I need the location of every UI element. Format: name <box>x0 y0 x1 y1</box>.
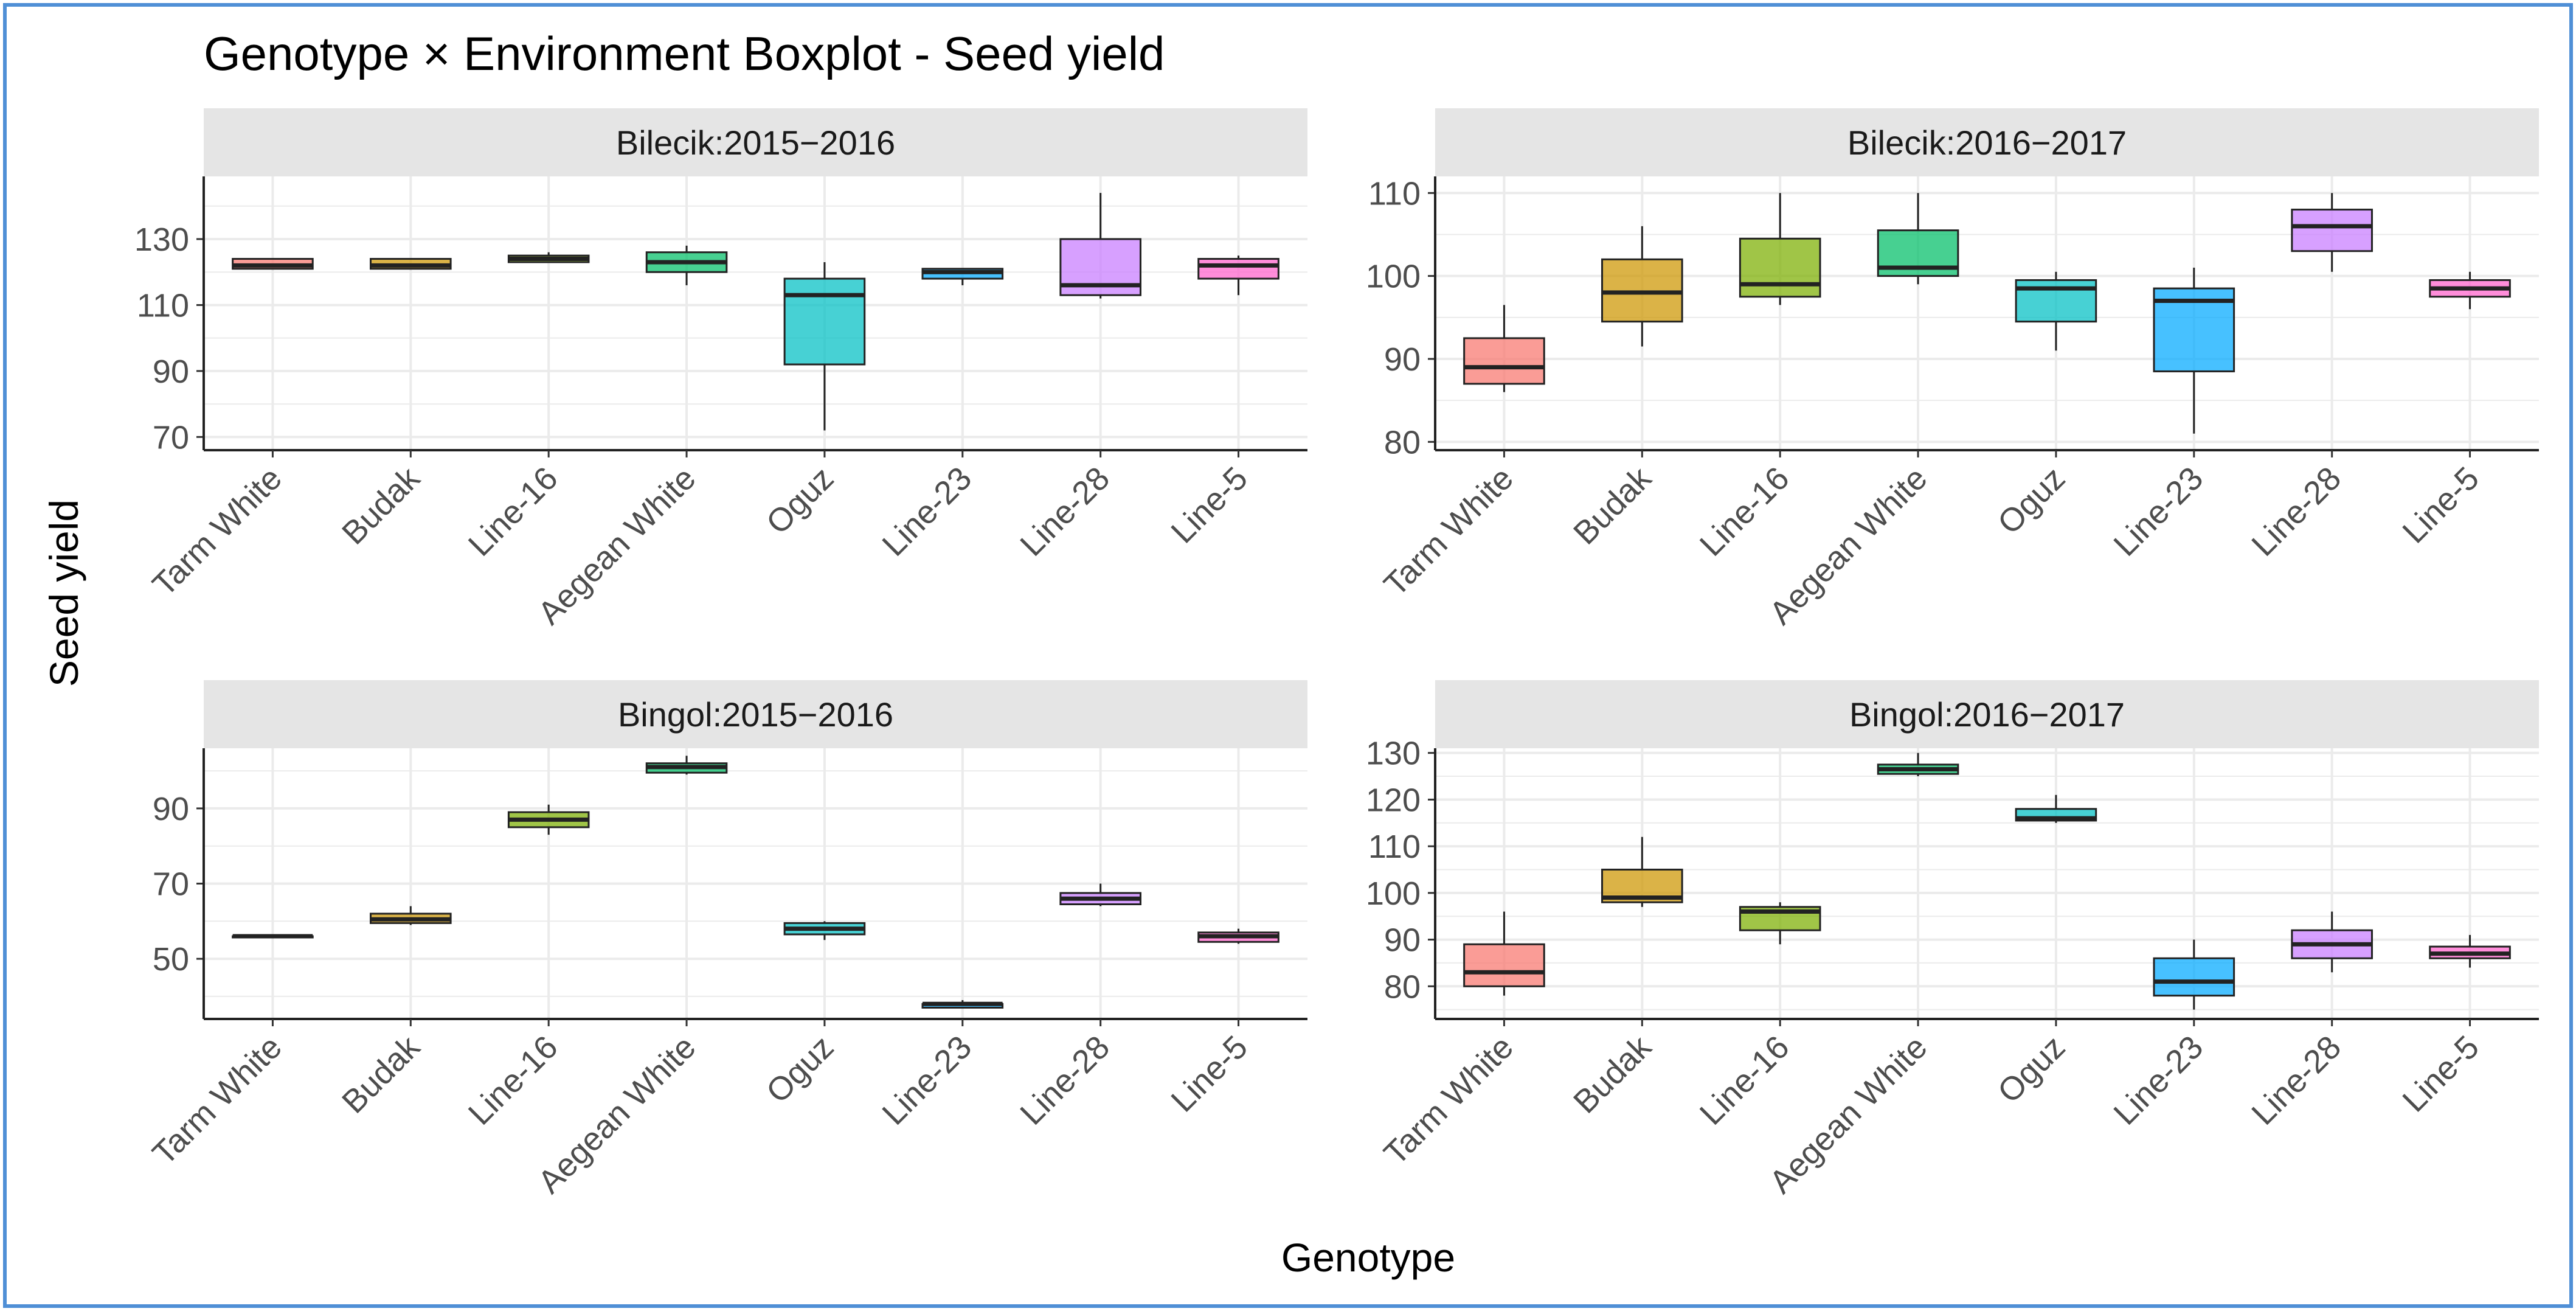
figure-frame <box>3 3 2573 1308</box>
facet-strip-label: Bilecik:2015−2016 <box>616 123 895 162</box>
y-tick-label: 70 <box>153 866 189 903</box>
y-tick-label: 50 <box>153 941 189 978</box>
facet-strip <box>1435 680 2539 748</box>
box-tarm-white <box>232 258 314 270</box>
box-body <box>1463 943 1545 987</box>
y-tick-label: 80 <box>1384 968 1421 1005</box>
y-tick-label: 130 <box>134 221 189 258</box>
y-tick-label: 90 <box>1384 922 1421 959</box>
box-tarm-white <box>1463 305 1545 392</box>
box-line-16 <box>1739 193 1821 305</box>
facet-strip-label: Bingol:2015−2016 <box>618 695 893 734</box>
box-line-5 <box>1197 928 1279 944</box>
box-body <box>1739 237 1821 298</box>
y-tick-label: 130 <box>1366 735 1421 772</box>
figure-title: Genotype × Environment Boxplot - Seed yi… <box>204 27 1165 80</box>
box-line-16 <box>507 252 590 263</box>
box-aegean-white <box>1877 193 1959 285</box>
box-line-16 <box>1739 902 1821 945</box>
box-body <box>1197 258 1279 280</box>
box-line-5 <box>2429 271 2511 310</box>
box-line-16 <box>507 804 590 835</box>
box-body <box>783 277 866 366</box>
y-tick-label: 90 <box>153 791 189 827</box>
box-line-28 <box>1059 883 1141 906</box>
box-line-23 <box>921 1000 1004 1009</box>
box-line-23 <box>921 268 1004 285</box>
box-body <box>2291 209 2373 252</box>
y-tick-label: 90 <box>153 353 189 390</box>
box-tarm-white <box>1463 911 1545 996</box>
y-tick-label: 120 <box>1366 782 1421 818</box>
box-budak <box>1601 836 1683 907</box>
box-oguz <box>2015 794 2097 823</box>
y-tick-label: 110 <box>137 287 189 324</box>
box-aegean-white <box>1877 753 1959 777</box>
box-line-28 <box>1059 193 1141 299</box>
y-tick-label: 90 <box>1384 341 1421 378</box>
box-aegean-white <box>645 756 728 775</box>
box-tarm-white <box>232 934 314 939</box>
y-axis-title: Seed yield <box>41 499 86 687</box>
box-aegean-white <box>645 245 728 285</box>
facet-strip <box>204 108 1307 176</box>
box-budak <box>370 906 452 925</box>
box-oguz <box>783 262 866 431</box>
y-tick-label: 70 <box>153 419 189 456</box>
box-line-28 <box>2291 193 2373 272</box>
box-line-23 <box>2153 268 2235 434</box>
box-budak <box>1601 226 1683 347</box>
facet-strip-label: Bingol:2016−2017 <box>1849 695 2125 734</box>
box-body <box>1463 337 1545 385</box>
y-tick-label: 80 <box>1384 424 1421 461</box>
box-body <box>2153 957 2235 997</box>
box-line-28 <box>2291 911 2373 973</box>
facet-strip-label: Bilecik:2016−2017 <box>1847 123 2127 162</box>
y-tick-label: 100 <box>1366 875 1421 912</box>
facet-strip <box>1435 108 2539 176</box>
y-tick-label: 110 <box>1368 175 1421 212</box>
box-oguz <box>783 921 866 940</box>
y-tick-label: 100 <box>1366 259 1421 295</box>
box-budak <box>370 258 452 270</box>
y-tick-label: 110 <box>1368 829 1421 865</box>
box-line-5 <box>1197 255 1279 296</box>
x-axis-title: Genotype <box>1281 1235 1455 1280</box>
box-line-23 <box>2153 939 2235 1010</box>
facet-strip <box>204 680 1307 748</box>
box-oguz <box>2015 271 2097 351</box>
box-line-5 <box>2429 934 2511 968</box>
